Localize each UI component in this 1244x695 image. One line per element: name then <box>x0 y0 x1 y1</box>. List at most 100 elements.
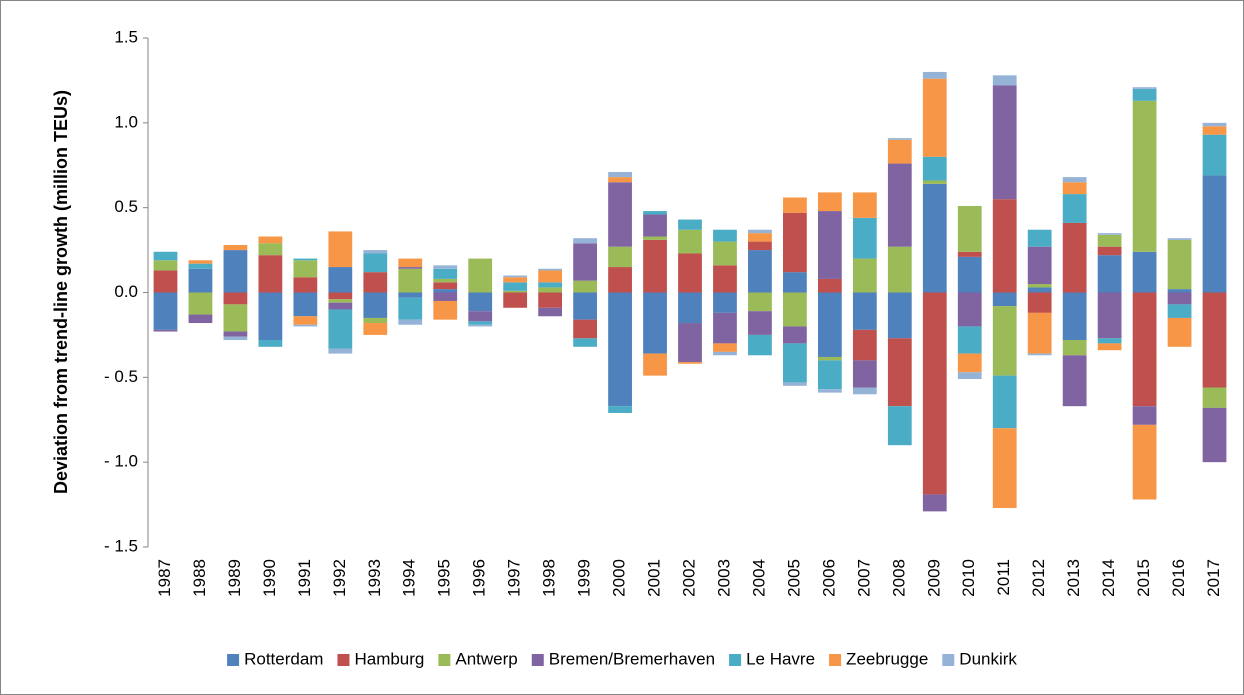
bar-segment <box>817 389 842 393</box>
legend-label: Dunkirk <box>959 649 1017 668</box>
bar-segment <box>433 278 458 283</box>
bar-segment <box>678 219 702 230</box>
bar-segment <box>678 229 702 254</box>
x-tick-label: 2009 <box>924 559 943 597</box>
legend-label: Antwerp <box>455 649 517 668</box>
x-tick-label: 2005 <box>784 559 803 597</box>
bar-segment <box>957 292 982 327</box>
bar-segment <box>363 253 388 273</box>
bar-segment <box>1097 246 1122 256</box>
bar-segment <box>328 309 353 349</box>
y-tick-label: 1.0 <box>114 112 138 131</box>
bar-segment <box>922 156 947 181</box>
bar-segment <box>328 302 353 310</box>
bar-segment <box>573 338 597 347</box>
bar-segment <box>468 292 493 312</box>
bar-segment <box>223 250 248 293</box>
bar-segment <box>852 217 877 259</box>
bar-segment <box>748 311 772 335</box>
bar-segment <box>1132 100 1157 252</box>
bar-segment <box>817 211 842 279</box>
bar-segment <box>852 258 877 293</box>
bar-segment <box>1132 292 1157 407</box>
bar-segment <box>713 265 737 293</box>
bar-segment <box>1202 134 1227 176</box>
bar-segment <box>608 182 632 247</box>
bar-segment <box>258 255 283 293</box>
bar-segment <box>398 297 423 320</box>
bar-segment <box>957 205 982 252</box>
bar-segment <box>153 270 178 293</box>
bar-segment <box>1027 287 1052 293</box>
bar-segment <box>887 246 912 293</box>
bar-segment <box>363 272 388 293</box>
x-tick-label: 1997 <box>505 559 524 597</box>
bar-segment <box>1062 340 1087 356</box>
x-tick-label: 2003 <box>714 559 733 597</box>
legend-swatch <box>829 654 842 666</box>
legend-label: Rotterdam <box>244 649 323 668</box>
bar-segment <box>1062 182 1087 195</box>
y-tick-label: - 1.5 <box>104 536 138 555</box>
bar-segment <box>922 78 947 157</box>
x-tick-label: 2008 <box>889 559 908 597</box>
bar-segment <box>1202 122 1227 127</box>
bar-segment <box>643 239 667 293</box>
bar-segment <box>503 290 528 293</box>
bar-segment <box>433 300 458 320</box>
bar-segment <box>328 299 353 303</box>
y-tick-label: 1.5 <box>114 27 138 46</box>
x-tick-label: 2000 <box>610 559 629 597</box>
bar-segment <box>783 197 807 213</box>
bar-segment <box>538 268 563 271</box>
y-tick-label: - 0.5 <box>104 367 138 386</box>
bar-segment <box>503 275 528 278</box>
bar-segment <box>573 238 597 244</box>
bar-segment <box>887 138 912 140</box>
bar-segment <box>153 292 178 330</box>
bar-segment <box>608 177 632 183</box>
x-tick-label: 2001 <box>645 559 664 597</box>
x-tick-label: 2006 <box>819 559 838 597</box>
bar-segment <box>223 336 248 341</box>
bar-segment <box>1202 175 1227 293</box>
bar-segment <box>922 292 947 495</box>
bar-segment <box>887 139 912 164</box>
bar-segment <box>608 267 632 293</box>
bar-segment <box>1132 87 1157 89</box>
bar-segment <box>433 265 458 269</box>
bar-segment <box>817 192 842 212</box>
bar-segment <box>223 292 248 305</box>
bar-segment <box>1027 246 1052 285</box>
bar-segment <box>852 360 877 388</box>
bar-segment <box>957 326 982 354</box>
bar-segment <box>817 360 842 390</box>
bar-segment <box>643 214 667 237</box>
bar-segment <box>748 250 772 293</box>
bar-segment <box>468 324 493 327</box>
bar-segment <box>223 331 248 337</box>
bar-segment <box>328 267 353 293</box>
bar-segment <box>713 343 737 352</box>
legend-swatch <box>729 654 742 666</box>
bar-segment <box>817 356 842 361</box>
x-tick-label: 1991 <box>295 559 314 597</box>
bar-segment <box>992 75 1017 86</box>
bar-segment <box>1167 317 1192 347</box>
bar-segment <box>852 329 877 361</box>
bar-segment <box>538 307 563 317</box>
bar-segment <box>1132 88 1157 101</box>
x-tick-label: 1996 <box>470 559 489 597</box>
bar-segment <box>398 267 423 269</box>
bar-segment <box>1132 406 1157 425</box>
bar-segment <box>1027 292 1052 313</box>
bar-segment <box>817 278 842 293</box>
bar-segment <box>748 233 772 242</box>
legend-swatch <box>942 654 955 666</box>
bar-segment <box>713 229 737 242</box>
x-tick-label: 2012 <box>1029 559 1048 597</box>
bar-segment <box>1097 338 1122 344</box>
bar-segment <box>1167 304 1192 318</box>
legend-swatch <box>438 654 451 666</box>
bar-segment <box>258 292 283 341</box>
